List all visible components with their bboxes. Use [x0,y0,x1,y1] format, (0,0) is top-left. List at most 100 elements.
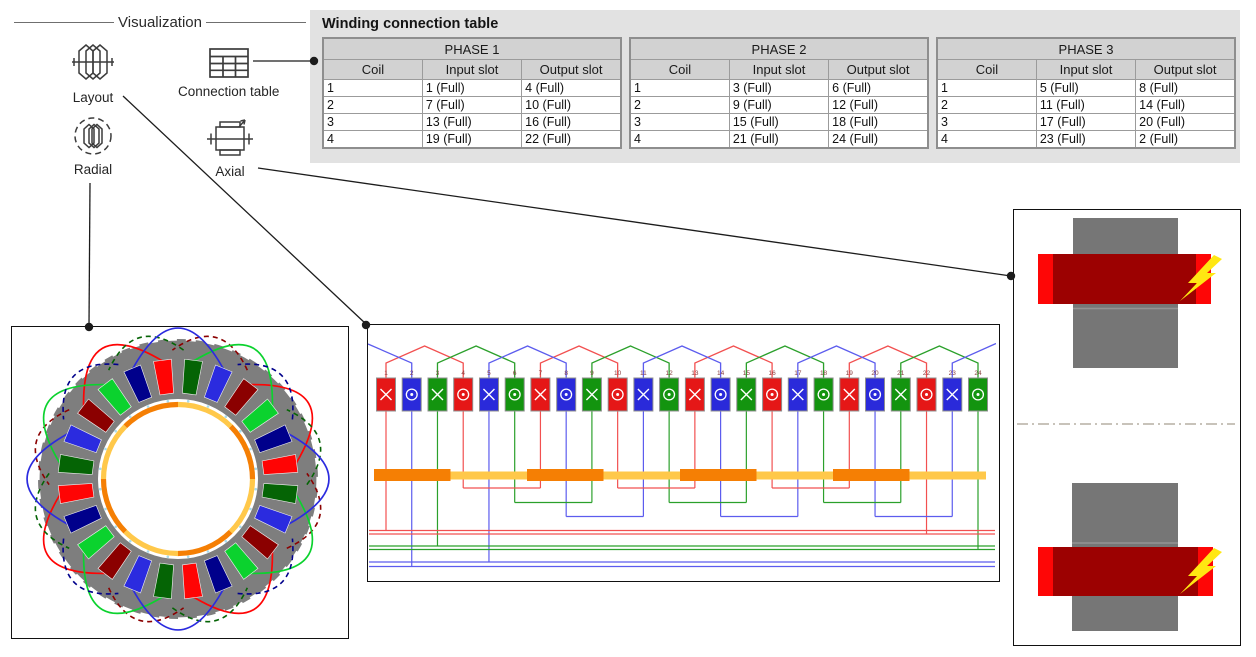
svg-text:1: 1 [384,370,388,377]
svg-text:7: 7 [539,370,543,377]
layout-view-panel: 1 2 3 4 5 6 7 8 9 10 11 12 13 14 15 16 17 18 19 20 21 22 23 24 [367,324,1000,582]
svg-text:18: 18 [820,370,828,377]
svg-text:2: 2 [410,370,414,377]
radial-cross-section [26,327,330,631]
table-cell: 3 [322,113,423,131]
table-row: 4 21 (Full) 24 (Full) [629,130,929,149]
table-cell: 1 [629,79,730,97]
svg-text:4: 4 [461,370,465,377]
winding-table-title: Winding connection table [322,16,499,32]
phase-tables-row: PHASE 1 Coil Input slot Output slot 1 1 (Full… [322,37,1236,149]
radial-view-panel [11,326,349,639]
svg-text:24: 24 [974,370,982,377]
table-cell: 23 (Full) [1035,130,1137,149]
viz-option-connection-table-label[interactable]: Connection table [178,84,280,99]
svg-text:21: 21 [897,370,905,377]
svg-text:20: 20 [871,370,879,377]
svg-text:23: 23 [949,370,957,377]
table-cell: 7 (Full) [421,96,523,114]
svg-text:8: 8 [564,370,568,377]
column-header: Input slot [728,59,830,80]
column-header: Input slot [1035,59,1137,80]
table-cell: 11 (Full) [1035,96,1137,114]
table-cell: 21 (Full) [728,130,830,149]
table-cell: 10 (Full) [521,96,622,114]
table-cell: 8 (Full) [1135,79,1236,97]
table-cell: 18 (Full) [828,113,929,131]
phase-table-header: PHASE 1 [322,37,622,60]
svg-text:17: 17 [794,370,802,377]
legend-rule-left [14,22,115,23]
table-cell: 12 (Full) [828,96,929,114]
table-cell: 14 (Full) [1135,96,1236,114]
svg-text:11: 11 [640,370,647,377]
table-cell: 17 (Full) [1035,113,1137,131]
viz-option-axial[interactable]: Axial [206,118,254,179]
visualization-legend: Visualization [14,14,307,31]
table-cell: 2 (Full) [1135,130,1236,149]
table-cell: 2 [936,96,1037,114]
table-row: 4 19 (Full) 22 (Full) [322,130,622,149]
svg-text:13: 13 [691,370,699,377]
column-header: Input slot [421,59,523,80]
table-cell: 13 (Full) [421,113,523,131]
table-cell: 1 (Full) [421,79,523,97]
table-cell: 4 [629,130,730,149]
viz-option-axial-label[interactable]: Axial [215,164,245,179]
layout-icon[interactable] [70,42,116,84]
viz-option-layout[interactable]: Layout [70,42,116,105]
table-cell: 3 (Full) [728,79,830,97]
svg-text:19: 19 [846,370,854,377]
viz-option-connection-table[interactable]: Connection table [178,48,279,99]
table-cell: 4 [936,130,1037,149]
table-row: 3 17 (Full) 20 (Full) [936,113,1236,131]
table-cell: 2 [322,96,423,114]
table-cell: 2 [629,96,730,114]
svg-text:5: 5 [487,370,491,377]
column-header: Coil [322,59,423,80]
table-cell: 1 [322,79,423,97]
table-cell: 19 (Full) [421,130,523,149]
table-cell: 3 [629,113,730,131]
phase-table-header: PHASE 3 [936,37,1236,60]
table-cell: 6 (Full) [828,79,929,97]
phase-table-header: PHASE 2 [629,37,929,60]
visualization-group-title: Visualization [118,14,202,31]
viz-option-layout-label[interactable]: Layout [72,90,114,105]
column-header: Coil [629,59,730,80]
axial-icon[interactable] [206,118,254,158]
table-row: 3 15 (Full) 18 (Full) [629,113,929,131]
legend-rule-right [205,22,307,23]
winding-layout-diagram: 1 2 3 4 5 6 7 8 9 10 11 12 13 14 15 16 17 18 19 20 21 22 23 24 [368,342,996,568]
phase-table-3: PHASE 3 Coil Input slot Output slot 1 5 (Full… [936,37,1236,149]
phase-table-2: PHASE 2 Coil Input slot Output slot 1 3 (Full… [629,37,929,149]
table-cell: 4 (Full) [521,79,622,97]
table-row: 4 23 (Full) 2 (Full) [936,130,1236,149]
visualization-group: Visualization [14,14,307,31]
svg-text:22: 22 [923,370,931,377]
svg-text:10: 10 [614,370,622,377]
axial-cross-section [1017,218,1235,631]
svg-text:16: 16 [768,370,776,377]
column-header: Output slot [1135,59,1236,80]
table-row: 2 11 (Full) 14 (Full) [936,96,1236,114]
svg-text:3: 3 [436,370,440,377]
table-cell: 16 (Full) [521,113,622,131]
radial-icon[interactable] [72,116,114,156]
table-cell: 24 (Full) [828,130,929,149]
svg-text:15: 15 [743,370,751,377]
table-cell: 22 (Full) [521,130,622,149]
svg-text:9: 9 [590,370,594,377]
viz-option-radial[interactable]: Radial [72,116,114,177]
svg-text:14: 14 [717,370,725,377]
connection-table-icon[interactable] [208,48,249,78]
viz-option-radial-label[interactable]: Radial [73,162,113,177]
column-header: Output slot [828,59,929,80]
column-header: Coil [936,59,1037,80]
